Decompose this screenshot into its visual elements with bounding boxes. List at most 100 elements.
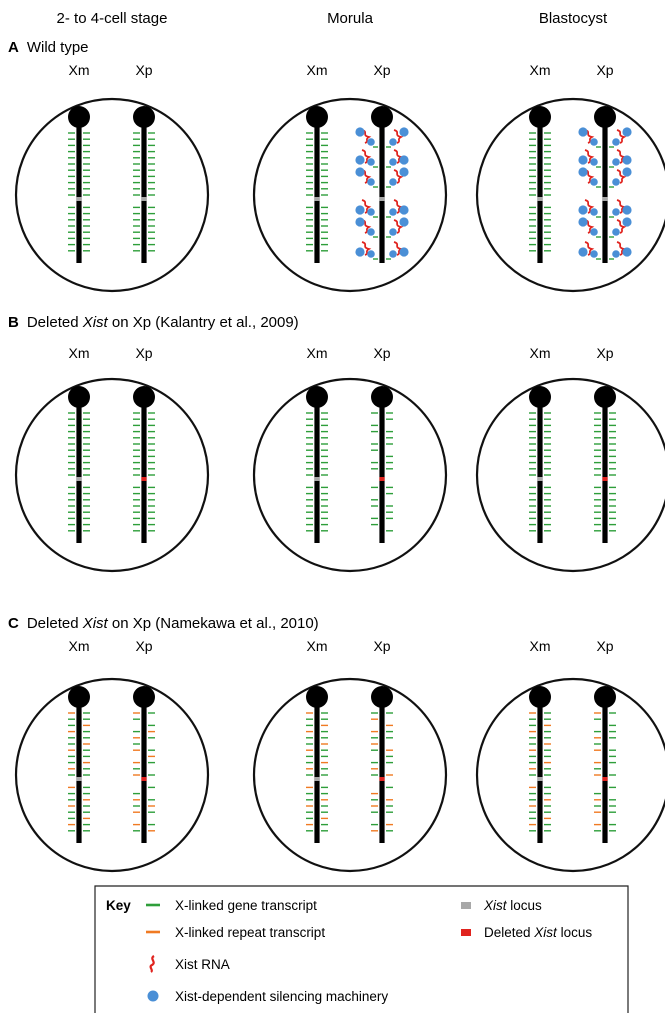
xm-chromosome-arm xyxy=(537,117,543,263)
xp-silencing-machinery xyxy=(622,155,632,165)
xm-label: Xm xyxy=(530,62,551,78)
xp-silencing-machinery xyxy=(622,205,632,215)
xp-xist-rna xyxy=(584,241,595,256)
xm-xist-locus xyxy=(314,197,320,201)
xp-silencing-machinery xyxy=(399,217,409,227)
xm-centromere xyxy=(68,106,90,128)
xp-silencing-machinery xyxy=(590,178,598,186)
xm-xist-locus xyxy=(76,477,82,481)
xp-xist-rna xyxy=(616,169,627,184)
xp-xist-locus xyxy=(141,777,147,781)
cell-membrane xyxy=(475,377,665,573)
xp-chromosome-arm xyxy=(141,397,147,543)
xp-silencing-machinery xyxy=(355,167,365,177)
cell-membrane xyxy=(252,677,448,873)
cell-c-1: Xm Xp xyxy=(14,638,210,873)
xm-label: Xm xyxy=(530,638,551,654)
key-gene-label: X-linked gene transcript xyxy=(175,898,317,913)
xp-xist-locus xyxy=(141,197,147,201)
xp-chromosome-arm xyxy=(379,397,385,543)
xm-label: Xm xyxy=(307,62,328,78)
key-xist-locus-label: Xist locus xyxy=(483,898,542,913)
xp-silencing-machinery xyxy=(612,138,620,146)
xp-silencing-machinery xyxy=(389,138,397,146)
xp-silencing-machinery xyxy=(622,217,632,227)
stage-header-2to4cell: 2- to 4-cell stage xyxy=(57,10,168,27)
xp-silencing-machinery xyxy=(578,167,588,177)
xm-xist-locus xyxy=(314,777,320,781)
xp-xist-locus xyxy=(602,477,608,481)
xp-xist-locus xyxy=(602,777,608,781)
xm-label: Xm xyxy=(307,638,328,654)
xp-silencing-machinery xyxy=(355,217,365,227)
xp-silencing-machinery xyxy=(612,208,620,216)
xp-silencing-machinery xyxy=(389,250,397,258)
xp-silencing-machinery xyxy=(622,127,632,137)
xp-label: Xp xyxy=(373,62,390,78)
xm-xist-locus xyxy=(537,777,543,781)
key-silencing-swatch xyxy=(147,990,159,1002)
xp-centromere xyxy=(594,686,616,708)
xp-xist-rna xyxy=(584,169,595,184)
xp-xist-locus xyxy=(141,477,147,481)
xm-chromosome-arm xyxy=(76,397,82,543)
key-silencing-label: Xist-dependent silencing machinery xyxy=(175,989,388,1004)
xp-silencing-machinery xyxy=(367,178,375,186)
xp-silencing-machinery xyxy=(578,217,588,227)
key-title: Key xyxy=(106,898,131,913)
xp-xist-locus xyxy=(602,197,608,201)
xp-chromosome-arm xyxy=(141,117,147,263)
xp-xist-rna xyxy=(616,219,627,234)
xp-silencing-machinery xyxy=(590,208,598,216)
cell-a-1: Xm Xp xyxy=(14,62,210,293)
xp-xist-rna xyxy=(361,129,372,144)
xp-xist-locus xyxy=(379,197,385,201)
xp-centromere xyxy=(594,106,616,128)
xp-silencing-machinery xyxy=(578,155,588,165)
xp-silencing-machinery xyxy=(399,205,409,215)
xm-centromere xyxy=(529,386,551,408)
xp-silencing-machinery xyxy=(367,138,375,146)
xm-label: Xm xyxy=(69,62,90,78)
xm-chromosome-arm xyxy=(537,397,543,543)
cell-membrane xyxy=(475,677,665,873)
xp-silencing-machinery xyxy=(389,178,397,186)
xp-label: Xp xyxy=(135,62,152,78)
key-repeat-label: X-linked repeat transcript xyxy=(175,925,325,940)
xp-silencing-machinery xyxy=(389,228,397,236)
xp-xist-locus xyxy=(379,777,385,781)
xp-xist-rna xyxy=(361,199,372,214)
xp-silencing-machinery xyxy=(399,127,409,137)
xp-label: Xp xyxy=(135,638,152,654)
xm-chromosome-arm xyxy=(314,697,320,843)
xp-xist-locus xyxy=(379,477,385,481)
xp-silencing-machinery xyxy=(355,205,365,215)
xp-silencing-machinery xyxy=(622,167,632,177)
xp-xist-rna xyxy=(361,149,372,164)
xp-silencing-machinery xyxy=(355,127,365,137)
xm-chromosome-arm xyxy=(76,697,82,843)
xp-chromosome-arm xyxy=(602,697,608,843)
xm-xist-locus xyxy=(537,477,543,481)
xp-xist-rna xyxy=(361,219,372,234)
cell-b-2: Xm Xp xyxy=(252,345,448,573)
xp-xist-rna xyxy=(361,169,372,184)
panel-a-title: A Wild type xyxy=(8,39,89,56)
xp-silencing-machinery xyxy=(399,155,409,165)
panel-b-title: B Deleted Xist on Xp (Kalantry et al., 20… xyxy=(8,314,299,331)
xm-label: Xm xyxy=(530,345,551,361)
xm-xist-locus xyxy=(314,477,320,481)
xp-silencing-machinery xyxy=(590,250,598,258)
xp-label: Xp xyxy=(135,345,152,361)
xp-label: Xp xyxy=(596,62,613,78)
xp-centromere xyxy=(371,686,393,708)
cell-b-1: Xm Xp xyxy=(14,345,210,573)
xm-xist-locus xyxy=(76,777,82,781)
xp-silencing-machinery xyxy=(389,158,397,166)
xp-silencing-machinery xyxy=(578,127,588,137)
key-box: Key X-linked gene transcript X-linked re… xyxy=(94,885,629,1013)
cell-membrane xyxy=(14,677,210,873)
stage-header-morula: Morula xyxy=(327,10,374,27)
xp-silencing-machinery xyxy=(612,250,620,258)
xp-xist-rna xyxy=(584,219,595,234)
